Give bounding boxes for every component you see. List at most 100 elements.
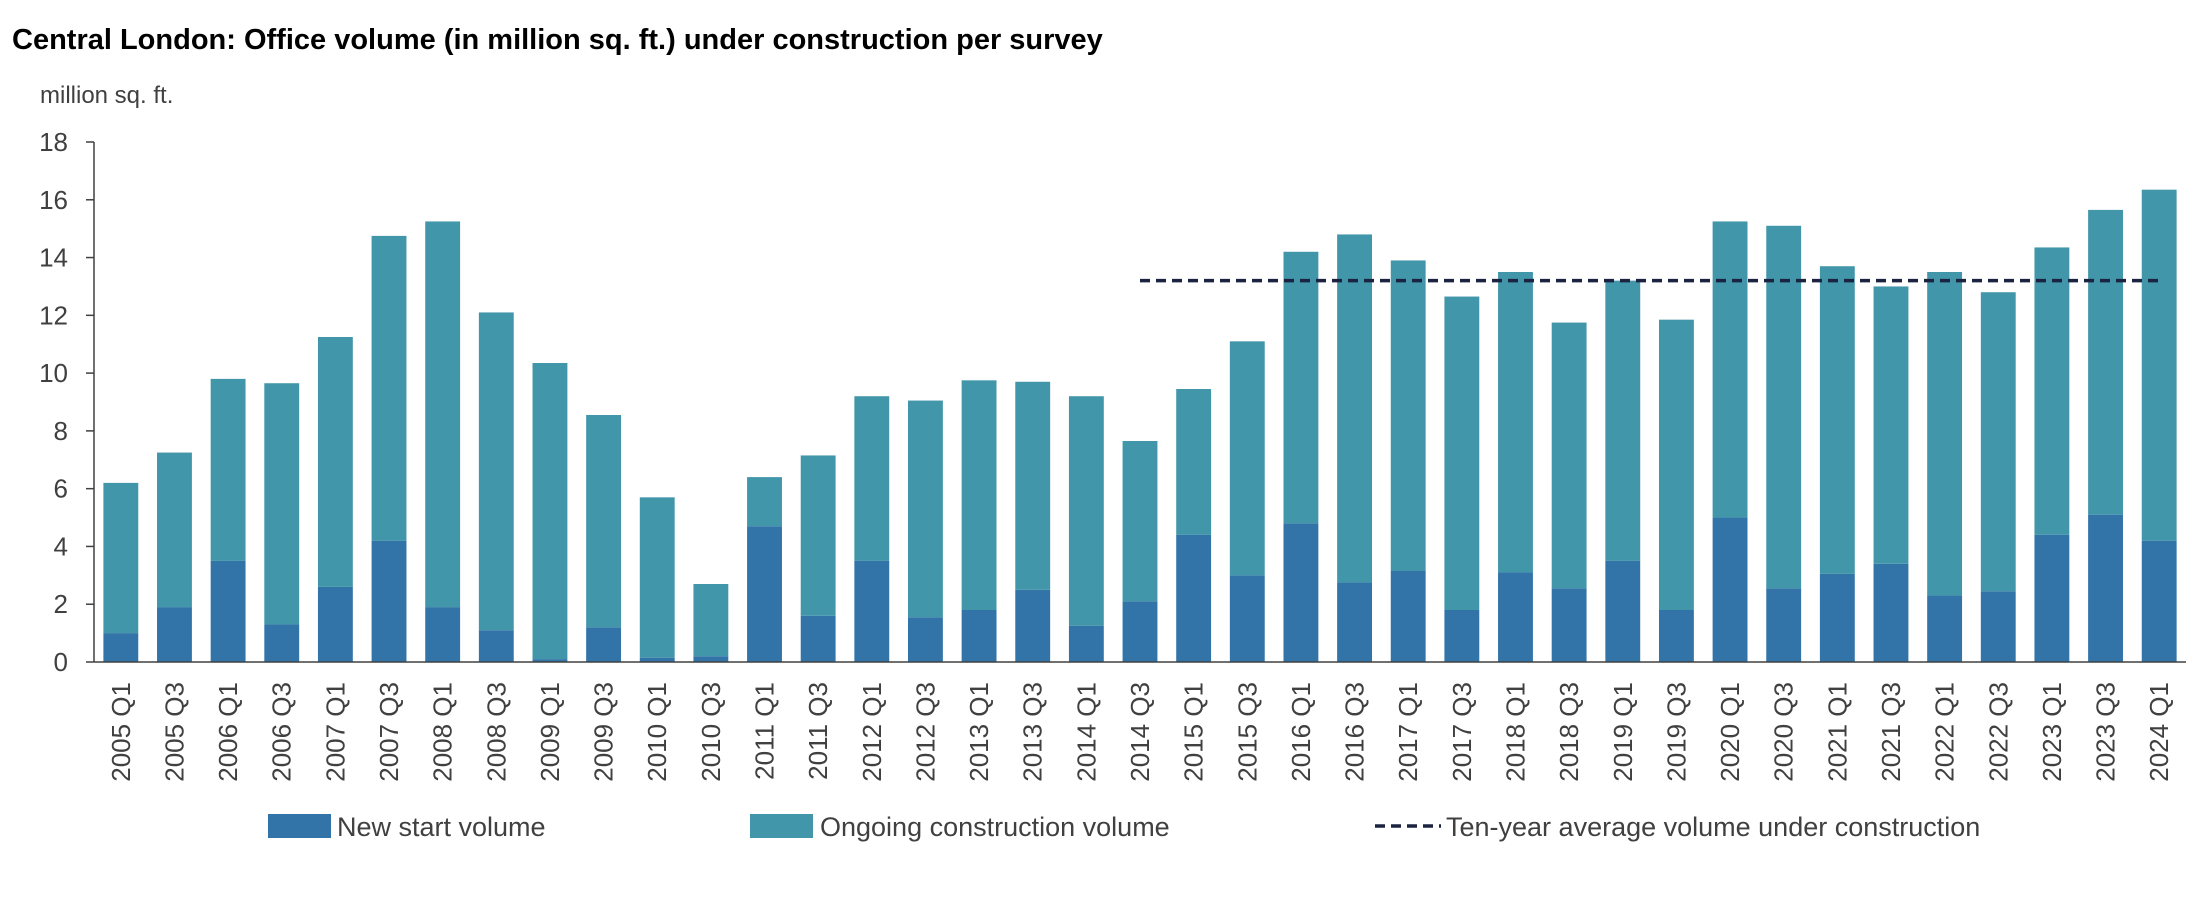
bar-new-start [1444,610,1480,662]
bar-ongoing [854,396,890,561]
x-tick-label: 2017 Q1 [1393,682,1423,782]
bar-new-start [586,627,622,662]
x-tick-label: 2023 Q3 [2091,682,2121,782]
x-tick-label: 2009 Q1 [535,682,565,782]
y-tick-label: 8 [54,416,68,446]
bar-ongoing [478,312,514,631]
y-axis: 0 2 4 6 8 10 12 14 16 18 [39,127,94,677]
bar-new-start [693,656,729,662]
x-tick-label: 2006 Q3 [267,682,297,782]
bar-new-start [1068,625,1104,662]
bar-new-start [1712,517,1748,662]
bar-new-start [210,560,246,662]
bar-ongoing [639,497,675,658]
bar-new-start [747,526,782,662]
bar-ongoing [1873,286,1909,564]
bar-ongoing [1766,225,1802,589]
y-tick-label: 0 [54,647,68,677]
legend-swatch-new-start [268,814,331,838]
x-tick-label: 2007 Q3 [374,682,404,782]
bar-ongoing [1605,280,1641,561]
x-tick-label: 2012 Q3 [910,682,940,782]
bar-new-start [103,633,139,662]
bar-ongoing [1015,381,1051,590]
bar-ongoing [693,584,729,657]
bar-ongoing [532,363,568,660]
bar-new-start [157,607,192,662]
bar-ongoing [371,235,407,541]
bar-new-start [1498,572,1533,662]
y-tick-label: 6 [54,474,68,504]
x-tick-label: 2008 Q1 [428,682,458,782]
y-tick-label: 2 [54,589,68,619]
x-tick-label: 2013 Q3 [1018,682,1048,782]
bar-new-start [854,560,890,662]
bar-new-start [1176,534,1212,662]
y-tick-label: 14 [39,243,68,273]
bar-ongoing [747,477,782,527]
y-tick-label: 10 [39,358,68,388]
x-tick-label: 2019 Q1 [1608,682,1638,782]
bar-ongoing [961,380,997,610]
x-tick-label: 2022 Q3 [1983,682,2013,782]
bar-ongoing [586,415,622,628]
x-tick-label: 2018 Q3 [1554,682,1584,782]
bar-ongoing [2141,189,2177,541]
bar-new-start [961,610,997,662]
chart-title: Central London: Office volume (in millio… [12,24,1103,56]
y-tick-label: 12 [39,300,68,330]
x-tick-label: 2012 Q1 [857,682,887,782]
x-tick-label: 2018 Q1 [1500,682,1530,782]
x-axis: 2005 Q1 2005 Q3 2006 Q1 2006 Q3 2007 Q1 2007 … [106,682,2174,782]
bar-ongoing [264,383,300,625]
bar-ongoing [1176,389,1212,535]
legend: New start volume Ongoing construction vol… [268,812,1980,842]
bar-new-start [425,607,461,662]
legend-swatch-ongoing [750,814,813,838]
x-tick-label: 2020 Q3 [1769,682,1799,782]
bar-ongoing [800,455,836,616]
bar-ongoing [1980,292,2016,592]
x-tick-label: 2019 Q3 [1661,682,1691,782]
bar-ongoing [1122,441,1158,602]
x-tick-label: 2024 Q1 [2144,682,2174,782]
x-tick-label: 2022 Q1 [1930,682,1960,782]
bar-new-start [800,615,836,662]
bar-ongoing [1712,221,1748,518]
bar-ongoing [1068,396,1104,626]
bar-ongoing [157,452,192,608]
x-tick-label: 2023 Q1 [2037,682,2067,782]
x-tick-label: 2005 Q3 [159,682,189,782]
legend-label-average: Ten-year average volume under constructi… [1446,812,1980,842]
bar-ongoing [317,337,353,587]
bar-new-start [1122,601,1158,662]
x-tick-label: 2021 Q3 [1876,682,1906,782]
bar-ongoing [2034,247,2070,535]
bar-new-start [1283,523,1319,662]
x-tick-label: 2016 Q3 [1340,682,1370,782]
x-tick-label: 2009 Q3 [589,682,619,782]
x-tick-label: 2020 Q1 [1715,682,1745,782]
x-tick-label: 2007 Q1 [320,682,350,782]
bar-new-start [317,586,353,662]
bar-new-start [1551,588,1587,662]
bar-ongoing [210,378,246,561]
bar-new-start [478,630,514,662]
bar-ongoing [103,482,139,634]
bar-new-start [264,624,300,662]
bar-ongoing [1658,319,1694,610]
bar-new-start [1766,588,1802,662]
y-tick-label: 18 [39,127,68,157]
bar-new-start [908,617,943,662]
bar-ongoing [1498,272,1533,573]
x-tick-label: 2010 Q1 [642,682,672,782]
bar-ongoing [1229,341,1265,576]
bar-ongoing [1927,272,1963,596]
bar-new-start [1658,610,1694,662]
legend-label-new-start: New start volume [337,812,546,842]
bar-new-start [1337,582,1372,662]
bar-new-start [2034,534,2070,662]
bar-ongoing [908,400,943,618]
bar-new-start [371,540,407,662]
